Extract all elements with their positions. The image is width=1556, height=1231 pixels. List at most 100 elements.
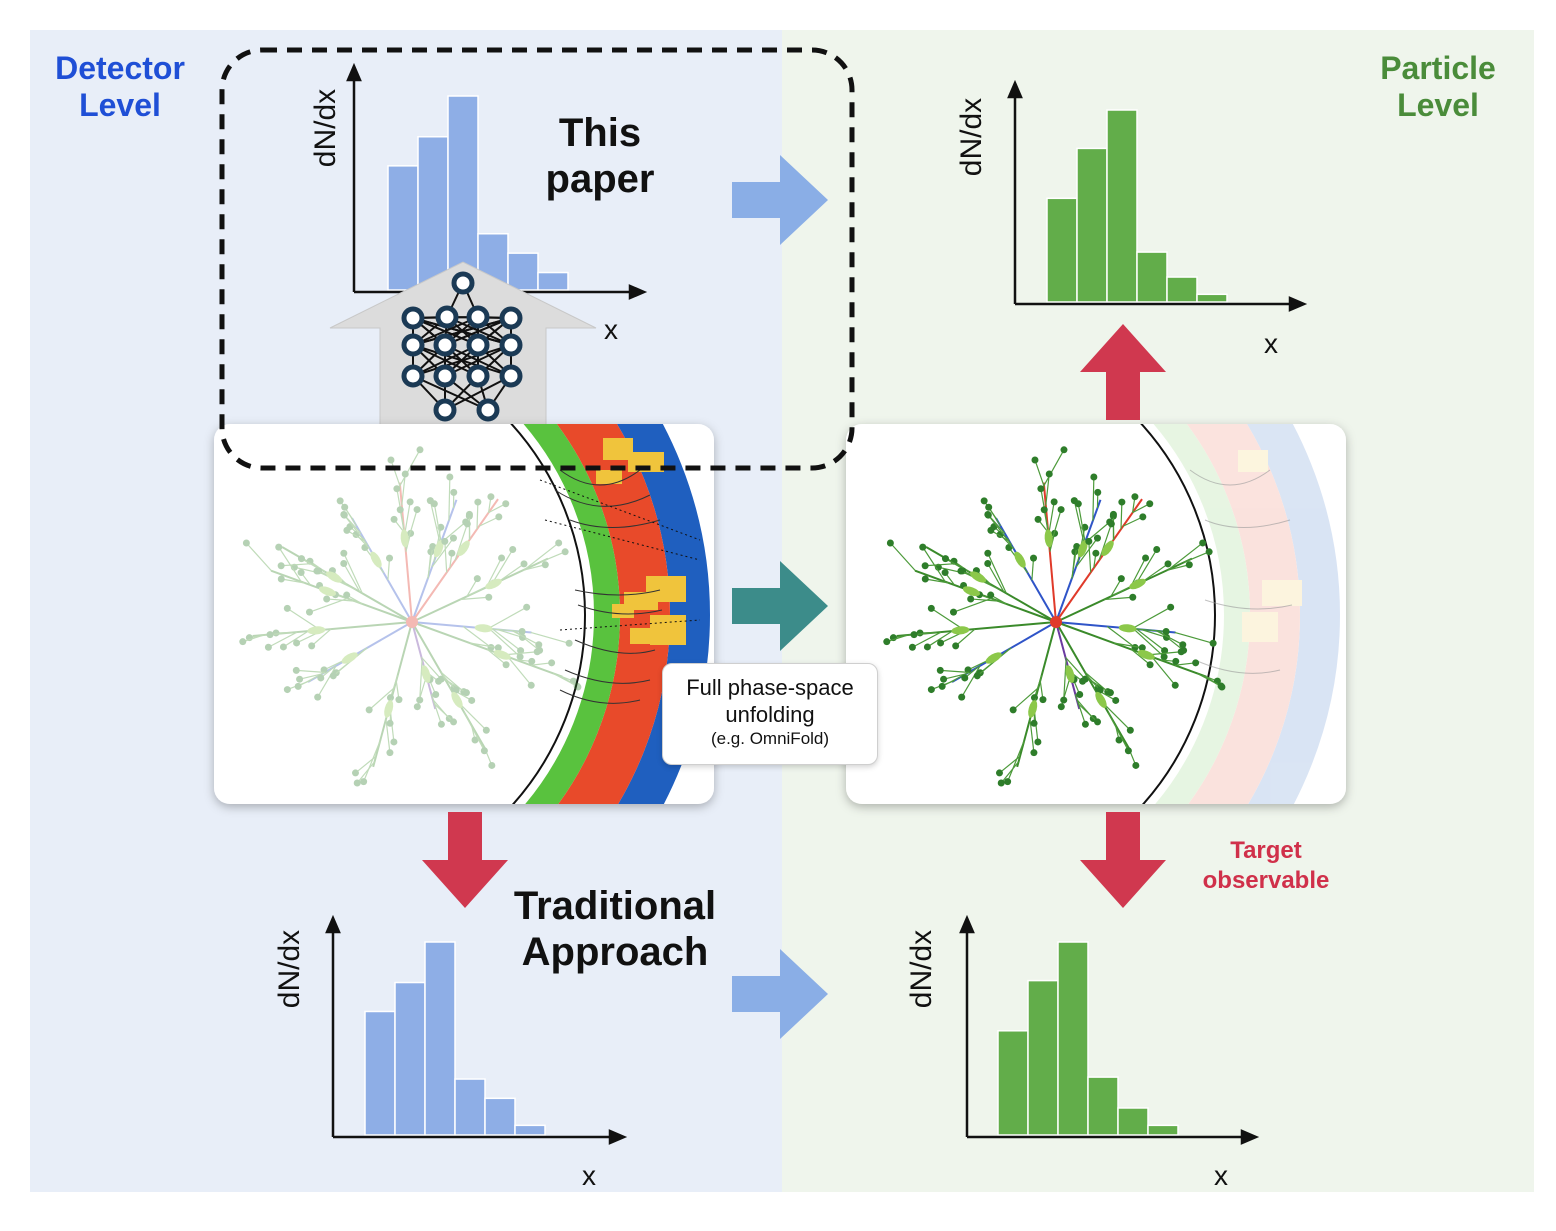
shower-particle xyxy=(448,550,455,557)
shower-particle xyxy=(435,678,442,685)
histogram-bar xyxy=(485,1098,515,1135)
shower-particle xyxy=(407,498,414,505)
shower-particle xyxy=(361,544,368,551)
shower-particle xyxy=(278,562,285,569)
shower-particle xyxy=(341,512,348,519)
shower-particle xyxy=(275,544,282,551)
y-axis-label-detector-bottom: dN/dx xyxy=(273,919,307,1019)
shower-particle xyxy=(1108,520,1115,527)
shower-particle xyxy=(987,527,994,534)
histogram-bar xyxy=(1118,1108,1148,1135)
shower-particle xyxy=(298,569,305,576)
shower-particle xyxy=(1041,506,1048,513)
shower-particle xyxy=(998,779,1005,786)
shower-particle xyxy=(487,493,494,500)
shower-particle xyxy=(996,769,1003,776)
shower-particle xyxy=(503,661,510,668)
shower-particle xyxy=(354,779,361,786)
shower-particle xyxy=(534,648,541,655)
shower-particle xyxy=(1094,535,1101,542)
shower-particle xyxy=(1192,659,1199,666)
histogram-bar xyxy=(1148,1125,1178,1135)
shower-particle xyxy=(360,778,367,785)
shower-particle xyxy=(1107,689,1114,696)
shower-particle xyxy=(397,506,404,513)
shower-particle xyxy=(984,550,991,557)
shower-particle xyxy=(535,641,542,648)
target-line2: observable xyxy=(1186,866,1346,896)
shower-particle xyxy=(341,504,348,511)
nn-node xyxy=(502,309,520,327)
shower-particle xyxy=(957,568,964,575)
shower-particle xyxy=(517,653,524,660)
shower-particle xyxy=(1199,539,1206,546)
traditional-line2: Approach xyxy=(490,929,740,975)
histogram-bar xyxy=(1058,942,1088,1135)
nn-node xyxy=(404,336,422,354)
shower-particle xyxy=(386,555,393,562)
shower-particle xyxy=(1090,474,1097,481)
shower-particle xyxy=(395,696,402,703)
target-observable-label: Target observable xyxy=(1186,836,1346,896)
nn-node xyxy=(502,336,520,354)
shower-particle xyxy=(416,446,423,453)
shower-particle xyxy=(343,527,350,534)
shower-particle xyxy=(431,500,438,507)
y-axis-label-particle-top: dN/dx xyxy=(955,87,989,187)
histogram-bar xyxy=(538,273,568,290)
shower-particle xyxy=(1060,446,1067,453)
shower-particle xyxy=(548,659,555,666)
shower-particle xyxy=(498,554,505,561)
shower-particle xyxy=(939,683,946,690)
shower-particle xyxy=(1075,500,1082,507)
shower-particle xyxy=(1094,718,1101,725)
shower-particle xyxy=(1060,697,1067,704)
shower-particle xyxy=(293,667,300,674)
traditional-approach-title: Traditional Approach xyxy=(490,883,740,975)
nn-node xyxy=(469,308,487,326)
shower-particle xyxy=(1218,683,1225,690)
shower-particle xyxy=(985,504,992,511)
shower-particle xyxy=(937,639,944,646)
interaction-point xyxy=(1050,616,1062,628)
shower-particle xyxy=(387,456,394,463)
shower-particle xyxy=(942,555,949,562)
shower-particle xyxy=(340,560,347,567)
shower-particle xyxy=(981,497,988,504)
shower-particle xyxy=(474,575,481,582)
histogram-bar xyxy=(395,983,425,1135)
histogram-bar xyxy=(508,253,538,290)
shower-particle xyxy=(883,638,890,645)
shower-particle xyxy=(924,643,931,650)
shower-particle xyxy=(909,644,916,651)
shower-particle xyxy=(296,676,303,683)
shower-particle xyxy=(985,512,992,519)
shower-particle xyxy=(1179,641,1186,648)
shower-particle xyxy=(1161,653,1168,660)
shower-particle xyxy=(1127,727,1134,734)
shower-particle xyxy=(466,511,473,518)
shower-particle xyxy=(366,706,373,713)
target-line1: Target xyxy=(1186,836,1346,866)
nn-node xyxy=(479,401,497,419)
shower-particle xyxy=(509,546,516,553)
shower-particle xyxy=(1165,560,1172,567)
histogram-bar xyxy=(365,1011,395,1135)
interaction-point xyxy=(406,616,418,628)
shower-particle xyxy=(340,550,347,557)
shower-particle xyxy=(562,548,569,555)
shower-particle xyxy=(284,605,291,612)
x-axis-label-particle-top: x xyxy=(1264,328,1278,360)
shower-particle xyxy=(1058,703,1065,710)
shower-particle xyxy=(942,569,949,576)
shower-particle xyxy=(306,609,313,616)
shower-particle xyxy=(293,639,300,646)
shower-particle xyxy=(1167,604,1174,611)
shower-particle xyxy=(414,703,421,710)
shower-particle xyxy=(391,516,398,523)
shower-particle xyxy=(1094,489,1101,496)
shower-particle xyxy=(284,686,291,693)
unfolding-callout: Full phase-space unfolding (e.g. OmniFol… xyxy=(662,663,878,765)
nn-node xyxy=(469,336,487,354)
shower-particle xyxy=(243,540,250,547)
